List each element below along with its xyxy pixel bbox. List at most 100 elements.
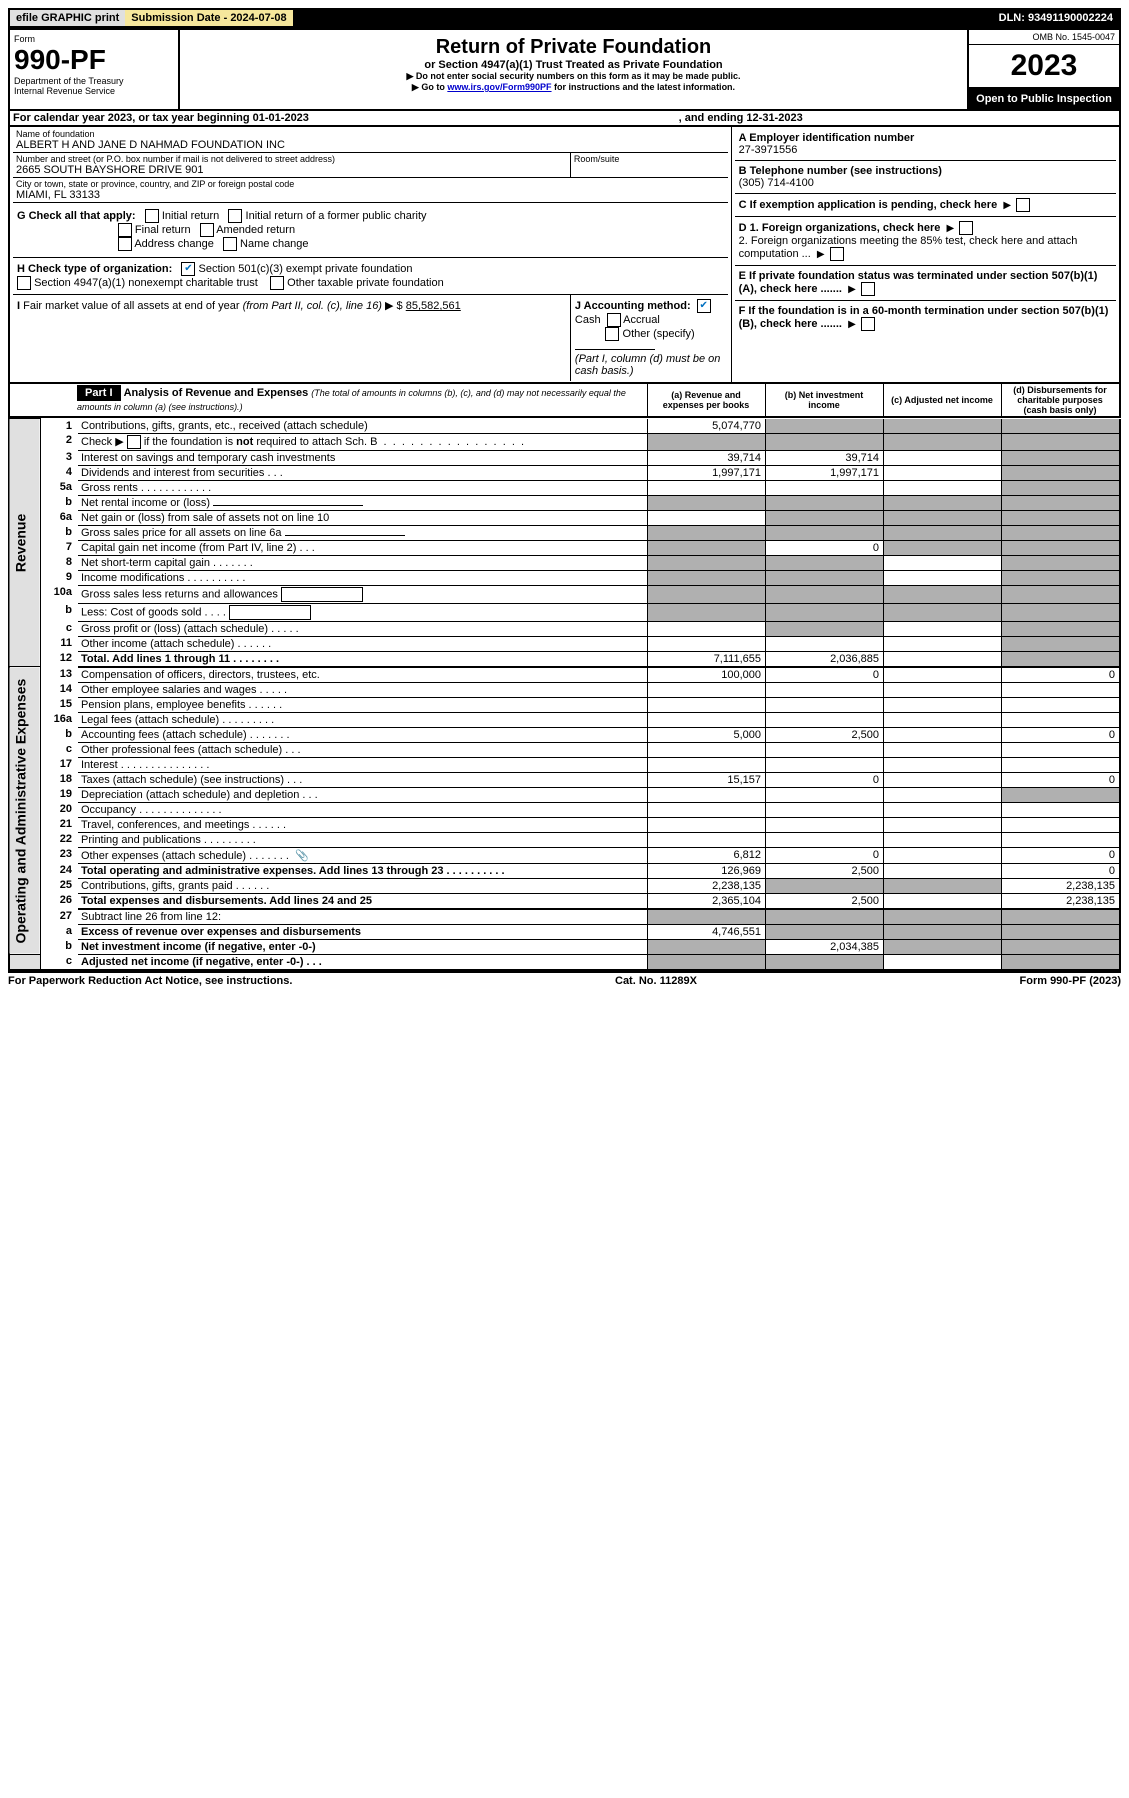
line-10c-text: Gross profit or (loss) (attach schedule)… bbox=[78, 621, 648, 636]
line-16b-d: 0 bbox=[1002, 727, 1121, 742]
h-other-taxable[interactable] bbox=[270, 276, 284, 290]
line-6a-text: Net gain or (loss) from sale of assets n… bbox=[78, 510, 648, 525]
i-value: 85,582,561 bbox=[406, 300, 461, 312]
attachment-icon[interactable]: 📎 bbox=[295, 850, 309, 862]
line-24-a: 126,969 bbox=[648, 863, 766, 878]
room-label: Room/suite bbox=[574, 154, 725, 164]
form-note2: ▶ Go to www.irs.gov/Form990PF for instru… bbox=[186, 82, 961, 93]
line-7-b: 0 bbox=[766, 540, 884, 555]
foundation-name: ALBERT H AND JANE D NAHMAD FOUNDATION IN… bbox=[16, 139, 725, 151]
line-18-d: 0 bbox=[1002, 772, 1121, 787]
line-2-checkbox[interactable] bbox=[127, 435, 141, 449]
form-title: Return of Private Foundation bbox=[186, 36, 961, 59]
calendar-year-row: For calendar year 2023, or tax year begi… bbox=[8, 111, 1121, 127]
street-label: Number and street (or P.O. box number if… bbox=[16, 154, 567, 164]
dept-label: Department of the Treasury bbox=[14, 76, 174, 86]
c-checkbox[interactable] bbox=[1016, 198, 1030, 212]
line-3-a: 39,714 bbox=[648, 450, 766, 465]
line-25-text: Contributions, gifts, grants paid . . . … bbox=[78, 878, 648, 893]
line-27-text: Subtract line 26 from line 12: bbox=[78, 909, 648, 925]
d2-checkbox[interactable] bbox=[830, 247, 844, 261]
irs-link[interactable]: www.irs.gov/Form990PF bbox=[447, 82, 551, 92]
g-address-change[interactable] bbox=[118, 237, 132, 251]
tel-label: B Telephone number (see instructions) bbox=[739, 165, 942, 177]
efile-label: efile GRAPHIC print bbox=[10, 10, 125, 26]
g-initial-return[interactable] bbox=[145, 209, 159, 223]
h-4947[interactable] bbox=[17, 276, 31, 290]
line-25-a: 2,238,135 bbox=[648, 878, 766, 893]
g-amended[interactable] bbox=[200, 223, 214, 237]
cal-year-end: , and ending 12-31-2023 bbox=[676, 111, 1120, 126]
tax-year: 2023 bbox=[969, 45, 1119, 89]
line-12-a: 7,111,655 bbox=[648, 651, 766, 667]
irs-label: Internal Revenue Service bbox=[14, 86, 174, 96]
ein-value: 27-3971556 bbox=[739, 144, 798, 156]
form-number: 990-PF bbox=[14, 44, 174, 76]
line-6b-text: Gross sales price for all assets on line… bbox=[78, 525, 648, 540]
g-final-return[interactable] bbox=[118, 223, 132, 237]
line-3-text: Interest on savings and temporary cash i… bbox=[78, 450, 648, 465]
line-27a-a: 4,746,551 bbox=[648, 924, 766, 939]
footer-row: For Paperwork Reduction Act Notice, see … bbox=[8, 971, 1121, 987]
line-23-text: Other expenses (attach schedule) . . . .… bbox=[78, 847, 648, 863]
line-16b-text: Accounting fees (attach schedule) . . . … bbox=[78, 727, 648, 742]
j-cash[interactable] bbox=[697, 299, 711, 313]
j-accrual[interactable] bbox=[607, 313, 621, 327]
line-4-text: Dividends and interest from securities .… bbox=[78, 465, 648, 480]
line-24-b: 2,500 bbox=[766, 863, 884, 878]
line-10a-text: Gross sales less returns and allowances bbox=[78, 585, 648, 603]
j-other[interactable] bbox=[605, 327, 619, 341]
form-header-table: Form 990-PF Department of the Treasury I… bbox=[8, 28, 1121, 111]
part1-body: Revenue 1 Contributions, gifts, grants, … bbox=[8, 418, 1121, 971]
identification-block: Name of foundation ALBERT H AND JANE D N… bbox=[8, 127, 1121, 384]
col-d-header: (d) Disbursements for charitable purpose… bbox=[1002, 384, 1121, 417]
expenses-label: Operating and Administrative Expenses bbox=[9, 667, 41, 955]
d2-label: 2. Foreign organizations meeting the 85%… bbox=[739, 235, 1078, 260]
line-24-text: Total operating and administrative expen… bbox=[78, 863, 648, 878]
j-label: J Accounting method: bbox=[575, 300, 691, 312]
dln-label: DLN: 93491190002224 bbox=[993, 10, 1119, 26]
line-4-b: 1,997,171 bbox=[766, 465, 884, 480]
line-27a-text: Excess of revenue over expenses and disb… bbox=[78, 924, 648, 939]
line-26-b: 2,500 bbox=[766, 893, 884, 909]
cal-year-begin: For calendar year 2023, or tax year begi… bbox=[9, 111, 676, 126]
open-public-label: Open to Public Inspection bbox=[969, 89, 1119, 109]
footer-right: Form 990-PF (2023) bbox=[1020, 975, 1122, 987]
h-label: H Check type of organization: bbox=[17, 263, 172, 275]
line-15-text: Pension plans, employee benefits . . . .… bbox=[78, 697, 648, 712]
line-16c-text: Other professional fees (attach schedule… bbox=[78, 742, 648, 757]
h-501c3[interactable] bbox=[181, 262, 195, 276]
line-18-b: 0 bbox=[766, 772, 884, 787]
ein-label: A Employer identification number bbox=[739, 132, 915, 144]
line-10b-text: Less: Cost of goods sold . . . . bbox=[78, 603, 648, 621]
line-2-text: Check ▶ if the foundation is not require… bbox=[78, 433, 648, 450]
header-spacer bbox=[293, 10, 993, 26]
line-12-b: 2,036,885 bbox=[766, 651, 884, 667]
c-label: C If exemption application is pending, c… bbox=[739, 199, 998, 211]
d1-label: D 1. Foreign organizations, check here bbox=[739, 222, 941, 234]
line-17-text: Interest . . . . . . . . . . . . . . . bbox=[78, 757, 648, 772]
e-checkbox[interactable] bbox=[861, 282, 875, 296]
line-8-text: Net short-term capital gain . . . . . . … bbox=[78, 555, 648, 570]
f-checkbox[interactable] bbox=[861, 317, 875, 331]
col-a-header: (a) Revenue and expenses per books bbox=[648, 384, 766, 417]
footer-mid: Cat. No. 11289X bbox=[615, 975, 697, 987]
line-13-text: Compensation of officers, directors, tru… bbox=[78, 667, 648, 683]
d1-checkbox[interactable] bbox=[959, 221, 973, 235]
tel-value: (305) 714-4100 bbox=[739, 177, 814, 189]
omb-label: OMB No. 1545-0047 bbox=[969, 30, 1119, 45]
g-name-change[interactable] bbox=[223, 237, 237, 251]
line-23-a: 6,812 bbox=[648, 847, 766, 863]
i-label: I bbox=[17, 300, 20, 312]
line-27b-text: Net investment income (if negative, ente… bbox=[78, 939, 648, 954]
line-5b-text: Net rental income or (loss) bbox=[78, 495, 648, 510]
g-initial-former[interactable] bbox=[228, 209, 242, 223]
line-18-a: 15,157 bbox=[648, 772, 766, 787]
submission-date: Submission Date - 2024-07-08 bbox=[125, 10, 292, 26]
line-20-text: Occupancy . . . . . . . . . . . . . . bbox=[78, 802, 648, 817]
line-1-text: Contributions, gifts, grants, etc., rece… bbox=[78, 419, 648, 434]
g-label: G Check all that apply: bbox=[17, 210, 136, 222]
city-label: City or town, state or province, country… bbox=[16, 179, 725, 189]
footer-left: For Paperwork Reduction Act Notice, see … bbox=[8, 975, 292, 987]
line-16b-b: 2,500 bbox=[766, 727, 884, 742]
